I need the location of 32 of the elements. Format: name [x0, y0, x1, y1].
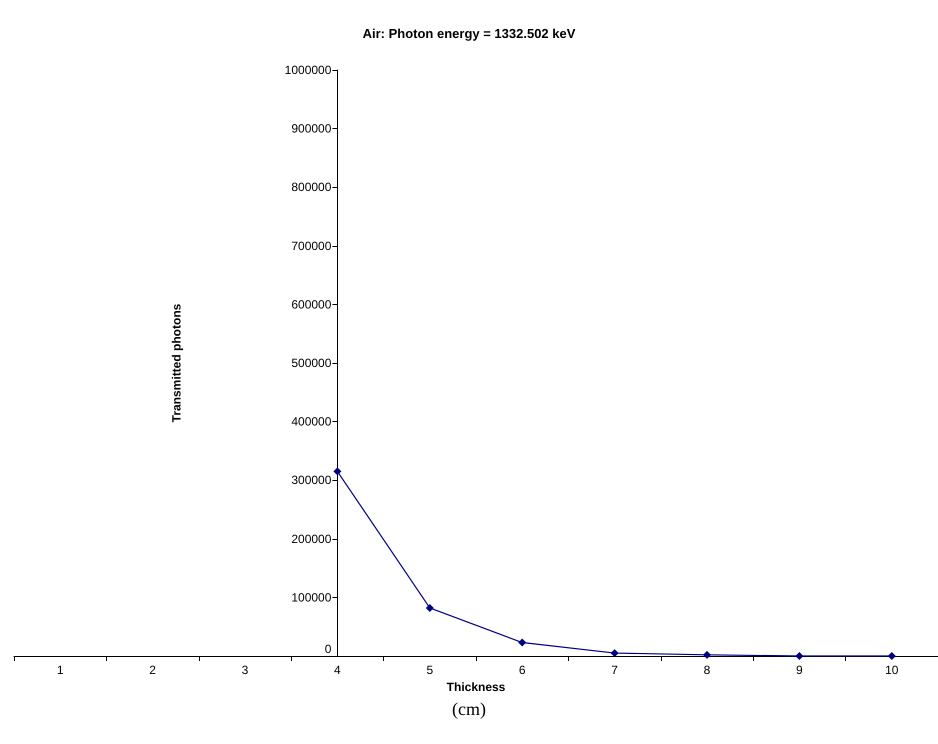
x-tick-label: 1 [56, 663, 64, 677]
point [518, 638, 526, 647]
x-tick-label: 5 [426, 663, 434, 677]
x-tick-label: 7 [611, 663, 618, 677]
y-tick-label: 300000 [291, 473, 332, 488]
x-tick-label: 2 [149, 663, 156, 677]
y-tick-label: 800000 [291, 180, 332, 194]
chart-title: Air: Photon energy = 1332.502 keV [362, 26, 576, 41]
y-tick-label: 900000 [291, 122, 332, 136]
point [610, 649, 619, 658]
point [703, 650, 711, 659]
y-axis-title: Transmitted photons [169, 303, 184, 422]
point [333, 467, 342, 476]
y-tick-label: 700000 [291, 238, 332, 253]
y-tick-label: 1000000 [284, 63, 332, 77]
x-tick-label: 3 [242, 663, 249, 677]
x-tick-label: 10 [885, 663, 899, 677]
text: (cm) [452, 699, 486, 719]
x-tick-label: 9 [796, 663, 804, 677]
y-tick-label: 100000 [291, 590, 332, 604]
point [795, 652, 804, 660]
y-tick-label: 400000 [291, 414, 332, 429]
y-tick-label: 0 [324, 642, 332, 656]
x-axis-title: Thickness [446, 680, 506, 694]
x-tick-label: 6 [518, 663, 526, 677]
point [426, 604, 434, 612]
x-tick-label: 8 [704, 663, 711, 677]
x-tick-label: 4 [334, 663, 342, 677]
point [888, 652, 896, 660]
y-tick-label: 600000 [291, 297, 332, 312]
y-tick-label: 500000 [291, 356, 332, 370]
y-tick-label: 200000 [291, 532, 332, 546]
